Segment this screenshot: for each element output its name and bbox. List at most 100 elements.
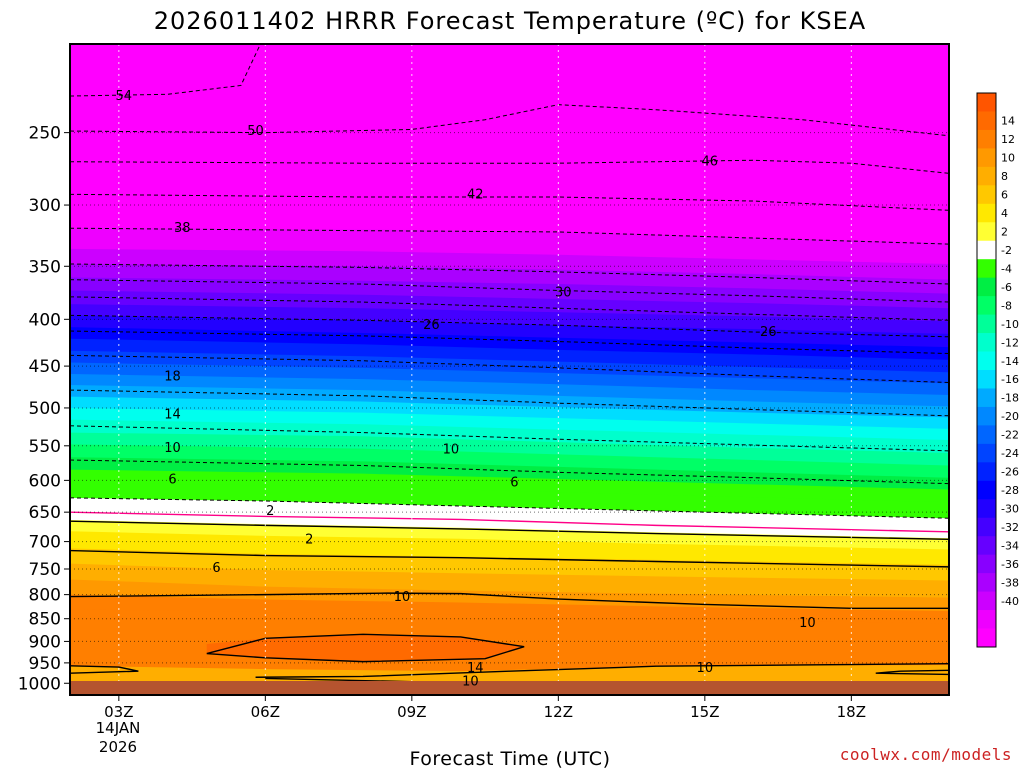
colorbar-swatch	[977, 259, 996, 279]
isotherm-label: 14	[467, 661, 484, 676]
colorbar-label: -20	[1001, 410, 1019, 423]
isotherm-line-13	[70, 459, 949, 485]
colorbar-label: -34	[1001, 539, 1019, 552]
colorbar-swatch	[977, 406, 996, 426]
x-tick-label: 09Z	[397, 703, 426, 721]
colorbar-swatch	[977, 351, 996, 371]
isotherm-line-9	[70, 330, 949, 355]
colorbar-swatch	[977, 185, 996, 205]
colorbar-swatch	[977, 388, 996, 408]
solid-isotherm-1	[70, 549, 949, 568]
colorbar-swatch	[977, 462, 996, 482]
colorbar-swatch	[977, 222, 996, 242]
solid-isotherm-0	[70, 520, 949, 541]
solid-isotherm-5	[255, 663, 949, 678]
credit-link[interactable]: coolwx.com/models	[840, 745, 1012, 764]
colorbar-swatch	[977, 517, 996, 537]
y-tick-label: 650	[29, 503, 61, 523]
isotherm-label: 10	[443, 442, 460, 457]
y-tick-label: 350	[29, 257, 61, 277]
isotherm-lines	[70, 44, 949, 684]
colorbar-frame	[976, 92, 997, 648]
colorbar-swatch	[977, 480, 996, 500]
colorbar-swatch	[977, 425, 996, 445]
isotherm-line-12	[70, 425, 949, 452]
colorbar-label: -22	[1001, 429, 1019, 442]
y-tick-label: 750	[29, 560, 61, 580]
isotherm-label: 54	[115, 89, 132, 104]
colorbar-swatch	[977, 554, 996, 574]
isotherm-line-6	[70, 279, 949, 303]
isotherm-label: 2	[305, 532, 313, 547]
colorbar-swatch	[977, 166, 996, 186]
colorbar-label: -16	[1001, 373, 1019, 386]
colorbar-swatch	[977, 314, 996, 334]
y-tick-label: 700	[29, 533, 61, 553]
colorbar-label: 6	[1001, 189, 1008, 202]
y-tick-label: 550	[29, 437, 61, 457]
y-tick-label: 600	[29, 471, 61, 491]
grid-lines	[70, 44, 949, 695]
colorbar-label: -10	[1001, 318, 1019, 331]
isotherm-line-11	[70, 389, 949, 417]
colorbar-label: -40	[1001, 595, 1019, 608]
y-tick-label: 450	[29, 357, 61, 377]
isotherm-label: 2	[266, 504, 274, 519]
colorbar-swatch	[977, 591, 996, 611]
isotherm-label: 42	[467, 187, 484, 202]
colorbar-label: 12	[1001, 133, 1015, 146]
colorbar-label: -6	[1001, 281, 1012, 294]
colorbar-swatch	[977, 129, 996, 149]
isotherm-label: 14	[164, 407, 181, 422]
colorbar-label: -2	[1001, 244, 1012, 257]
colorbar-label: 2	[1001, 226, 1008, 239]
colorbar-label: -38	[1001, 576, 1019, 589]
colorbar-label: -36	[1001, 558, 1019, 571]
x-tick-label: 06Z	[251, 703, 280, 721]
y-tick-label: 500	[29, 399, 61, 419]
colorbar: 14 12 10 8 6 4 2 -2 -4 -6 -8 -10 -12 -14 -16 -18 -20 -22 -…	[976, 92, 1019, 648]
colorbar-swatch	[977, 93, 996, 112]
colorbar-label: -30	[1001, 503, 1019, 516]
y-axis: 2503003504004505005506006507007508008509…	[18, 124, 70, 694]
x-axis-label: Forecast Time (UTC)	[410, 748, 611, 768]
colorbar-label: 8	[1001, 170, 1008, 183]
isotherm-label: 10	[697, 661, 714, 676]
colorbar-label: -8	[1001, 299, 1012, 312]
isotherm-label: 26	[760, 325, 777, 340]
colorbar-swatch	[977, 111, 996, 131]
colorbar-label: -24	[1001, 447, 1019, 460]
isotherm-label: 10	[164, 441, 181, 456]
colorbar-swatch	[977, 240, 996, 260]
colorbar-label: 4	[1001, 207, 1008, 220]
x-axis: 14JAN 2026 03Z 06Z 09Z 12Z 15Z 18Z	[96, 695, 866, 756]
colorbar-label: -18	[1001, 392, 1019, 405]
isotherm-label: 10	[394, 590, 411, 605]
chart-title: 2026011402 HRRR Forecast Temperature (ºC…	[154, 7, 866, 35]
colorbar-swatch	[977, 610, 996, 629]
isotherm-label: 26	[423, 318, 440, 333]
x-date-label-day: 14JAN	[96, 719, 141, 737]
isotherm-label: 30	[555, 286, 572, 301]
isotherm-label: 18	[164, 370, 181, 385]
x-tick-label: 15Z	[690, 703, 719, 721]
colorbar-label: -14	[1001, 355, 1019, 368]
colorbar-swatch	[977, 499, 996, 519]
colorbar-swatch	[977, 148, 996, 168]
colorbar-swatch	[977, 277, 996, 297]
isotherm-label: 38	[174, 221, 191, 236]
ground-strip	[70, 681, 949, 695]
isotherm-line-1	[70, 104, 949, 137]
x-tick-label: 03Z	[104, 703, 133, 721]
isotherm-label: 6	[168, 473, 176, 488]
colorbar-swatch	[977, 296, 996, 315]
isotherm-label: 6	[212, 561, 220, 576]
isotherm-line-10	[70, 354, 949, 384]
colorbar-swatch	[977, 370, 996, 389]
y-tick-label: 300	[29, 196, 61, 216]
solid-isotherm-7	[875, 669, 949, 676]
y-tick-label: 850	[29, 610, 61, 630]
